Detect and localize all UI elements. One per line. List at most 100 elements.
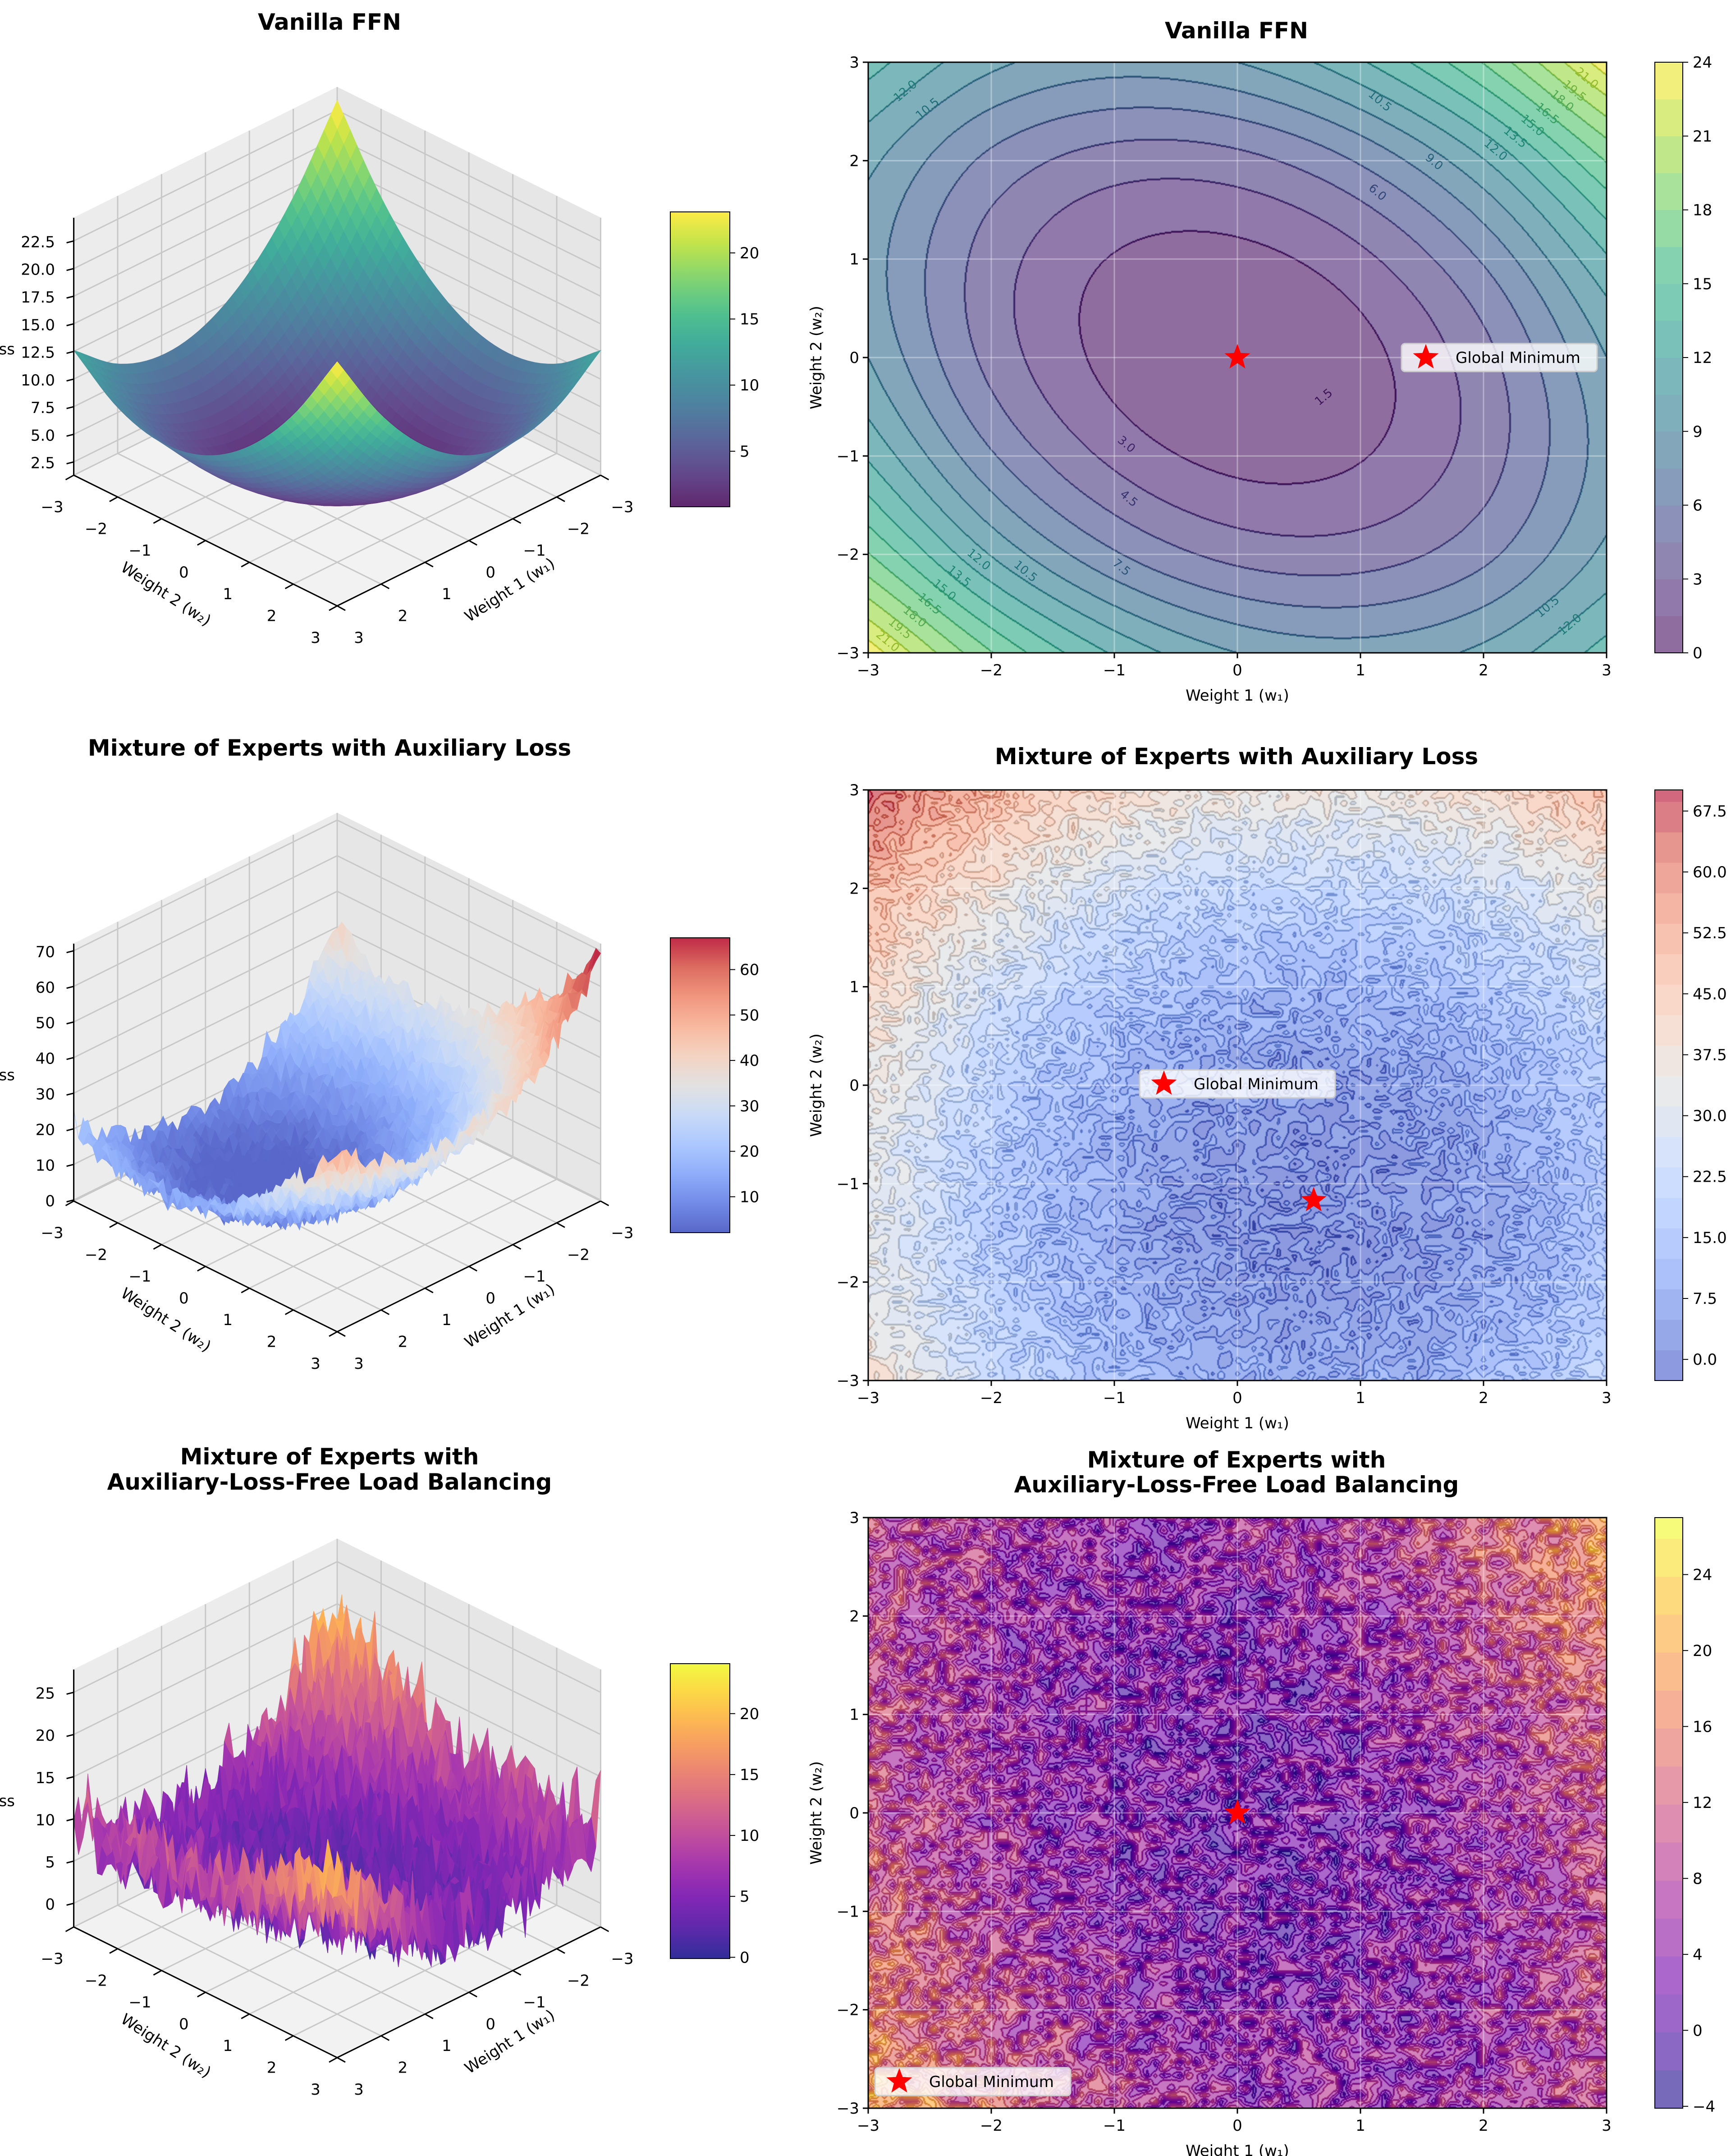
gridline (293, 453, 557, 585)
gridline (73, 165, 338, 297)
colorbar-band (1655, 394, 1683, 432)
w2-tick-mark (241, 561, 250, 568)
w1-tick-mark (380, 583, 390, 589)
x-tick-label: 1 (1355, 661, 1365, 679)
w1-axis-label: Weight 1 (w₁) (462, 554, 558, 626)
colorbar-tick-label: 20 (740, 244, 759, 262)
w2-tick-label: 3 (311, 629, 321, 647)
y-tick-label: 0 (849, 349, 859, 367)
plot-title: Mixture of Experts with Auxiliary Loss (88, 735, 571, 761)
colorbar-band (1655, 579, 1683, 616)
w2-tick-mark (109, 496, 118, 502)
contour-label: 10.5 (1365, 87, 1394, 115)
w1-tick-label: 0 (485, 564, 495, 582)
w2-tick-label: −3 (41, 498, 64, 516)
colorbar-tick-label: 6 (1693, 497, 1703, 515)
w1-tick-mark (600, 474, 609, 481)
colorbar-tick-label: 21 (1693, 128, 1712, 146)
w2-tick-mark (197, 540, 206, 546)
gridline (73, 110, 338, 242)
colorbar-band (1655, 210, 1683, 247)
w2-tick-mark (329, 605, 338, 611)
w1-tick-label: −2 (567, 520, 590, 538)
contour-label: 12.0 (1556, 611, 1584, 638)
x-tick-label: −2 (980, 661, 1003, 679)
z-axis-label: Loss (0, 340, 15, 358)
colorbar-tick-label: 15 (740, 311, 759, 329)
contour-label: 3.0 (1115, 433, 1138, 456)
contour-label: 10.5 (913, 95, 942, 122)
z-tick-label: 2.5 (31, 454, 55, 472)
contour-label: 9.0 (1423, 151, 1446, 173)
colorbar-band (1655, 616, 1683, 653)
w1-tick-mark (337, 605, 346, 611)
w1-tick-mark (468, 540, 477, 546)
colorbar-tick-label: 0 (1693, 644, 1703, 662)
gridline (73, 137, 338, 270)
y-tick-label: −3 (837, 644, 859, 662)
z-tick-mark (66, 240, 74, 243)
z-tick-label: 7.5 (31, 399, 55, 417)
legend-label: Global Minimum (1456, 349, 1580, 367)
z-tick-label: 15.0 (21, 316, 55, 334)
z-tick-mark (66, 433, 74, 437)
w2-tick-mark (65, 474, 74, 481)
gridline (337, 137, 601, 270)
w1-tick-label: −3 (611, 498, 633, 516)
colorbar-band (1655, 358, 1683, 395)
w2-axis-label: Weight 2 (w₂) (118, 558, 214, 630)
surface-plot-0: Vanilla FFN−3−2−10123−3−2−101232.55.07.5… (0, 9, 759, 647)
x-tick-label: −1 (1103, 661, 1126, 679)
y-tick-label: 3 (849, 54, 859, 72)
w1-tick-label: −1 (523, 542, 546, 560)
contour-label: 4.5 (1117, 487, 1140, 510)
y-tick-label: −2 (837, 546, 859, 564)
z-tick-label: 5.0 (31, 427, 55, 445)
contour-label: 12.0 (964, 546, 993, 573)
colorbar-band (1655, 173, 1683, 210)
y-tick-label: 2 (849, 152, 859, 170)
plot-title: Vanilla FFN (1165, 18, 1308, 44)
z-tick-label: 22.5 (21, 233, 55, 251)
w1-tick-mark (512, 518, 522, 524)
z-tick-mark (66, 378, 74, 382)
x-tick-label: 3 (1602, 661, 1612, 679)
z-tick-mark (66, 406, 74, 409)
x-tick-label: −3 (857, 661, 879, 679)
z-tick-mark (66, 323, 74, 326)
w1-tick-label: 2 (398, 607, 408, 625)
x-tick-label: 2 (1479, 661, 1488, 679)
z-tick-mark (66, 461, 74, 465)
colorbar-tick-label: 5 (740, 443, 750, 461)
colorbar-tick-label: 15 (1693, 275, 1712, 293)
contour-label: 6.0 (1366, 181, 1389, 204)
colorbar-band (1655, 321, 1683, 358)
colorbar-tick-label: 12 (1693, 349, 1712, 367)
x-tick-label: 0 (1232, 661, 1242, 679)
colorbar-band (1655, 62, 1683, 100)
z-tick-label: 20.0 (21, 261, 55, 279)
colorbar-band (1655, 505, 1683, 542)
z-tick-mark (66, 268, 74, 271)
colorbar-tick-label: 9 (1693, 423, 1703, 441)
contour-label: 1.5 (1312, 386, 1335, 408)
w2-tick-label: −2 (85, 520, 107, 538)
contour-label: 12.0 (1481, 137, 1510, 164)
z-tick-label: 12.5 (21, 344, 55, 362)
w1-tick-label: 3 (354, 629, 364, 647)
colorbar-tick-label: 24 (1693, 54, 1712, 72)
z-tick-mark (66, 295, 74, 299)
contour-label: 10.5 (1011, 558, 1040, 585)
contour-label: 12.0 (891, 78, 920, 105)
w2-tick-mark (284, 583, 294, 589)
colorbar-band (1655, 431, 1683, 469)
colorbar-band (1655, 247, 1683, 284)
w2-tick-label: 2 (267, 607, 277, 625)
colorbar-tick-label: 18 (1693, 202, 1712, 220)
y-axis-label: Weight 2 (w₂) (807, 306, 825, 409)
w2-tick-label: 1 (223, 585, 233, 603)
colorbar-band (1655, 284, 1683, 321)
